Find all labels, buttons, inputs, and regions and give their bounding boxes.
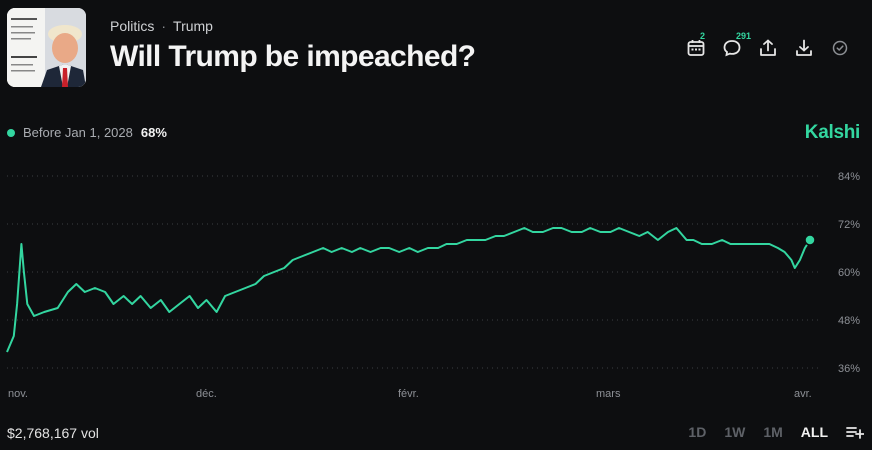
share-button[interactable] [750,30,786,66]
breadcrumb-subcategory[interactable]: Trump [173,18,213,34]
range-all[interactable]: ALL [800,424,828,440]
x-tick-label: déc. [196,388,217,400]
kalshi-logo: Kalshi [804,122,861,143]
chart-grid [7,175,822,369]
y-tick-label: 48% [838,315,860,327]
calendar-button[interactable]: 2 [678,30,714,66]
chart-legend: Before Jan 1, 2028 68% [7,125,167,140]
comments-badge: 291 [736,31,752,41]
page-title: Will Trump be impeached? [110,40,476,73]
range-1m[interactable]: 1M [763,424,783,440]
comment-icon [723,40,741,57]
action-toolbar: 2 291 [678,30,858,66]
list-add-icon [846,427,864,439]
x-tick-label: févr. [398,388,419,400]
y-axis-ticks: 84% 72% 60% 48% 36% [838,171,860,375]
x-tick-label: nov. [8,388,28,400]
download-button[interactable] [786,30,822,66]
time-range-selector: 1D 1W 1M ALL [688,424,864,440]
market-thumbnail [7,8,86,87]
resolve-button[interactable] [822,30,858,66]
volume-text: $2,768,167 vol [7,425,99,441]
x-tick-label: avr. [794,388,812,400]
legend-value: 68% [140,125,167,140]
y-tick-label: 84% [838,171,860,183]
share-icon [760,39,776,56]
y-tick-label: 72% [838,219,860,231]
breadcrumb-category[interactable]: Politics [110,18,155,34]
legend-label: Before Jan 1, 2028 [23,125,133,140]
y-tick-label: 36% [838,363,860,375]
breadcrumb: Politics · Trump [110,18,213,34]
comments-button[interactable]: 291 [714,30,752,66]
breadcrumb-separator: · [161,18,167,34]
x-axis-ticks: nov. déc. févr. mars avr. [8,388,812,400]
price-chart[interactable]: 84% 72% 60% 48% 36% nov. déc. févr. mars avr. [0,160,872,410]
legend-dot [7,128,15,137]
add-to-list-button[interactable] [846,424,864,440]
range-1d[interactable]: 1D [688,424,707,440]
check-circle-icon [832,40,848,56]
series-line [6,227,811,353]
y-tick-label: 60% [838,267,860,279]
calendar-badge: 2 [700,31,706,41]
latest-point-marker [804,234,816,246]
x-tick-label: mars [596,388,621,400]
calendar-icon [687,40,705,56]
range-1w[interactable]: 1W [724,424,746,440]
download-icon [796,39,812,56]
